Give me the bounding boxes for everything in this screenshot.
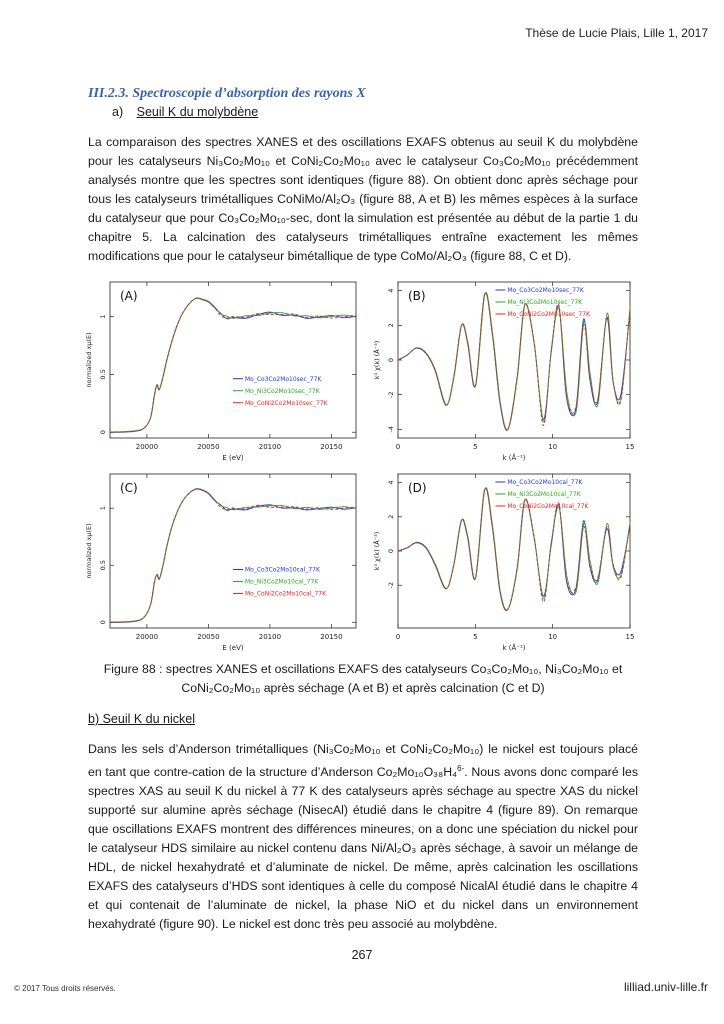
y-tick-label: 1	[99, 506, 107, 510]
x-tick-label: 10	[548, 443, 557, 451]
y-tick-label: 0.5	[99, 560, 107, 570]
y-axis-label: normalized xμ(E)	[85, 523, 93, 578]
x-axis-label: k (Å⁻¹)	[502, 453, 525, 462]
x-tick-label: 20150	[320, 633, 342, 641]
legend-entry: Mo_Ni3Co2Mo10cal_77K	[507, 491, 581, 498]
x-tick-label: 0	[396, 633, 400, 641]
paragraph-2-text: Dans les sels d’Anderson trimétalliques …	[88, 742, 638, 932]
y-tick-label: 0	[387, 549, 395, 553]
y-axis-label: normalized xμ(E)	[85, 332, 93, 387]
paragraph-1-text: La comparaison des spectres XANES et des…	[88, 135, 638, 263]
legend-entry: Mo_Co3Co2Mo10sec_77K	[507, 287, 584, 294]
section-title: III.2.3. Spectroscopie d’absorption des …	[88, 86, 366, 101]
plot-frame	[109, 281, 357, 439]
x-tick-label: 20000	[136, 443, 158, 451]
figure-caption: Figure 88 : spectres XANES et oscillatio…	[88, 660, 638, 698]
subheading-a-text: Seuil K du molybdène	[136, 105, 259, 119]
series-line-3	[109, 488, 357, 623]
x-tick-label: 20050	[197, 443, 219, 451]
y-tick-label: 0	[387, 358, 395, 362]
footer-copyright: © 2017 Tous droits réservés.	[14, 984, 116, 993]
legend-entry: Mo_Co3Co2Mo10cal_77K	[507, 479, 583, 486]
y-axis-label: k³ χ(k) (Å⁻³)	[372, 341, 381, 380]
y-tick-label: 4	[387, 480, 395, 484]
x-tick-label: 15	[626, 443, 635, 451]
legend-entry: Mo_CoNi2Co2Mo10cal_77K	[245, 591, 327, 598]
figure-caption-line-1: Figure 88 : spectres XANES et oscillatio…	[103, 662, 623, 676]
chart-panel-c: 20000 20050 20100 20150 0 0.5 1 E (eV) normalize…	[85, 473, 357, 652]
paragraph-2: Dans les sels d’Anderson trimétalliques …	[88, 740, 638, 934]
paragraph-1: La comparaison des spectres XANES et des…	[88, 133, 638, 266]
y-tick-label: 2	[387, 323, 395, 327]
x-tick-label: 15	[626, 633, 635, 641]
figure-caption-line-2: CoNi₂Co₂Mo₁₀ après séchage (A et B) et a…	[181, 681, 545, 695]
x-tick-label: 20100	[259, 633, 281, 641]
subheading-a-label: a)	[112, 105, 124, 119]
x-tick-label: 0	[396, 443, 400, 451]
chart-panel-a: 20000 20050 20100 20150 0 0.5 1 E (eV) normalize…	[85, 281, 357, 462]
y-axis-label: k³ χ(k) (Å⁻³)	[372, 532, 381, 571]
legend-entry: Mo_CoNi2Co2Mo10sec_77K	[507, 311, 591, 318]
plot-frame	[109, 473, 357, 629]
y-tick-label: 4	[387, 289, 395, 293]
y-tick-label: -2	[387, 391, 395, 397]
x-tick-label: 5	[473, 633, 477, 641]
y-tick-label: 0.5	[99, 369, 107, 379]
y-tick-label: -4	[387, 426, 395, 432]
legend-entry: Mo_Ni3Co2Mo10sec_77K	[507, 299, 583, 306]
series-line-2	[398, 487, 631, 611]
footer-link[interactable]: lilliad.univ-lille.fr	[623, 980, 708, 994]
x-axis-label: E (eV)	[222, 644, 243, 652]
series-line-3	[397, 487, 631, 611]
legend-entry: Mo_Co3Co2Mo10cal_77K	[245, 567, 321, 574]
legend-entry: Mo_CoNi2Co2Mo10sec_77K	[245, 400, 329, 407]
panel-label: (D)	[408, 481, 427, 495]
series-line-3	[397, 292, 631, 431]
y-tick-label: 0	[99, 430, 107, 434]
series-line-3	[109, 297, 357, 433]
subheading-b: b) Seuil K du nickel	[88, 712, 196, 726]
x-tick-label: 20000	[136, 633, 158, 641]
chart-panel-b: 0 5 10 15 -4 -2 0 2 4 k (Å⁻¹) k³ χ(k) (Å⁻³) (B) Mo_C…	[372, 281, 635, 462]
chart-panel-d: 0 5 10 15 -2 0 2 4 k (Å⁻¹) k³ χ(k) (Å⁻³) (D) Mo_Co3…	[372, 473, 635, 652]
x-axis-label: E (eV)	[222, 454, 243, 462]
legend-entry: Mo_CoNi2Co2Mo10cal_77K	[507, 503, 589, 510]
y-tick-label: 0	[99, 620, 107, 624]
x-tick-label: 20150	[320, 443, 342, 451]
y-tick-label: 1	[99, 315, 107, 319]
legend-entry: Mo_Ni3Co2Mo10sec_77K	[245, 388, 321, 395]
x-tick-label: 10	[548, 633, 557, 641]
x-tick-label: 20050	[197, 633, 219, 641]
series-line-2	[110, 297, 357, 433]
page-number: 267	[351, 948, 373, 962]
y-tick-label: 2	[387, 515, 395, 519]
running-header: Thèse de Lucie Plais, Lille 1, 2017	[525, 26, 708, 40]
subheading-a: a) Seuil K du molybdène	[112, 105, 258, 119]
x-tick-label: 5	[473, 443, 477, 451]
x-tick-label: 20100	[259, 443, 281, 451]
panel-label: (A)	[120, 289, 138, 303]
x-axis-label: k (Å⁻¹)	[502, 643, 525, 652]
panel-label: (C)	[120, 481, 138, 495]
panel-label: (B)	[408, 289, 426, 303]
legend-entry: Mo_Ni3Co2Mo10cal_77K	[245, 579, 319, 586]
y-tick-label: -2	[387, 582, 395, 588]
legend-entry: Mo_Co3Co2Mo10sec_77K	[245, 376, 322, 383]
